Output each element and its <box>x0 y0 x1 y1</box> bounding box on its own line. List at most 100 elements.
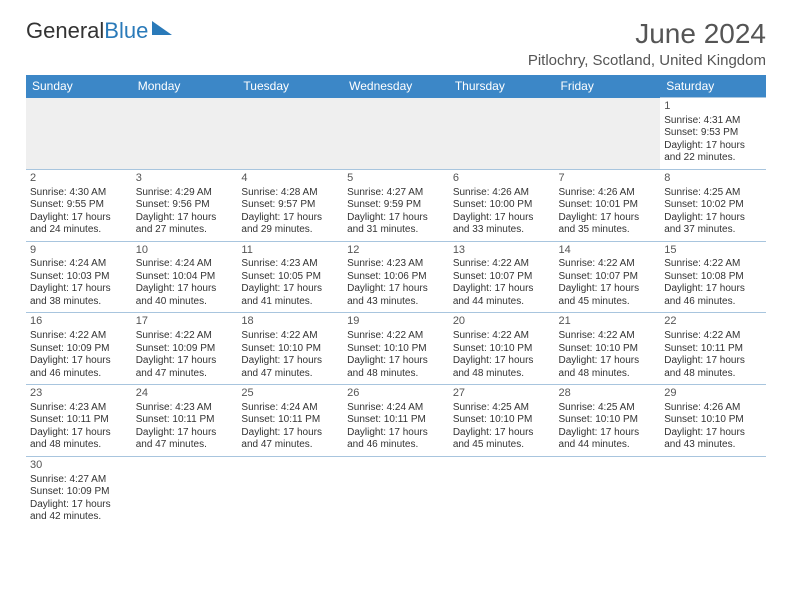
sunrise-line: Sunrise: 4:25 AM <box>559 402 657 415</box>
day-number: 10 <box>136 244 234 258</box>
sunset-line: Sunset: 10:00 PM <box>453 199 551 212</box>
day-cell: 17Sunrise: 4:22 AMSunset: 10:09 PMDaylig… <box>132 313 238 385</box>
calendar-row: 2Sunrise: 4:30 AMSunset: 9:55 PM Daylight… <box>26 169 766 241</box>
calendar-row: 9Sunrise: 4:24 AMSunset: 10:03 PMDayligh… <box>26 241 766 313</box>
sunrise-line: Sunrise: 4:22 AM <box>136 330 234 343</box>
day-number: 20 <box>453 315 551 329</box>
sunset-line: Sunset: 10:04 PM <box>136 271 234 284</box>
sunrise-line: Sunrise: 4:24 AM <box>241 402 339 415</box>
sunrise-line: Sunrise: 4:22 AM <box>453 258 551 271</box>
sunrise-line: Sunrise: 4:23 AM <box>30 402 128 415</box>
daylight-line: Daylight: 17 hours and 48 minutes. <box>559 355 657 380</box>
day-number: 12 <box>347 244 445 258</box>
sunrise-line: Sunrise: 4:22 AM <box>559 258 657 271</box>
blank-cell <box>555 456 661 527</box>
daylight-line: Daylight: 17 hours and 43 minutes. <box>664 427 762 452</box>
weekday-saturday: Saturday <box>660 75 766 98</box>
sunrise-line: Sunrise: 4:25 AM <box>453 402 551 415</box>
sunset-line: Sunset: 10:10 PM <box>664 414 762 427</box>
weekday-friday: Friday <box>555 75 661 98</box>
daylight-line: Daylight: 17 hours and 33 minutes. <box>453 212 551 237</box>
daylight-line: Daylight: 17 hours and 46 minutes. <box>664 283 762 308</box>
day-cell: 13Sunrise: 4:22 AMSunset: 10:07 PMDaylig… <box>449 241 555 313</box>
sunrise-line: Sunrise: 4:26 AM <box>453 187 551 200</box>
daylight-line: Daylight: 17 hours and 44 minutes. <box>453 283 551 308</box>
daylight-line: Daylight: 17 hours and 38 minutes. <box>30 283 128 308</box>
blank-cell <box>449 456 555 527</box>
day-cell: 7Sunrise: 4:26 AMSunset: 10:01 PMDayligh… <box>555 169 661 241</box>
sunrise-line: Sunrise: 4:24 AM <box>136 258 234 271</box>
day-number: 2 <box>30 172 128 186</box>
calendar-row: 23Sunrise: 4:23 AMSunset: 10:11 PMDaylig… <box>26 385 766 457</box>
day-cell: 22Sunrise: 4:22 AMSunset: 10:11 PMDaylig… <box>660 313 766 385</box>
day-number: 17 <box>136 315 234 329</box>
daylight-line: Daylight: 17 hours and 41 minutes. <box>241 283 339 308</box>
day-cell: 10Sunrise: 4:24 AMSunset: 10:04 PMDaylig… <box>132 241 238 313</box>
sunrise-line: Sunrise: 4:22 AM <box>30 330 128 343</box>
logo-part1: General <box>26 18 104 43</box>
sunset-line: Sunset: 10:07 PM <box>453 271 551 284</box>
blank-cell <box>343 98 449 170</box>
sunset-line: Sunset: 10:10 PM <box>453 343 551 356</box>
day-number: 9 <box>30 244 128 258</box>
day-cell: 2Sunrise: 4:30 AMSunset: 9:55 PMDaylight… <box>26 169 132 241</box>
sunrise-line: Sunrise: 4:22 AM <box>453 330 551 343</box>
calendar-row: 16Sunrise: 4:22 AMSunset: 10:09 PMDaylig… <box>26 313 766 385</box>
daylight-line: Daylight: 17 hours and 44 minutes. <box>559 427 657 452</box>
calendar-row: 1Sunrise: 4:31 AMSunset: 9:53 PMDaylight… <box>26 98 766 170</box>
day-number: 14 <box>559 244 657 258</box>
daylight-line: Daylight: 17 hours and 22 minutes. <box>664 140 762 165</box>
sunset-line: Sunset: 9:56 PM <box>136 199 234 212</box>
day-cell: 28Sunrise: 4:25 AMSunset: 10:10 PMDaylig… <box>555 385 661 457</box>
sunset-line: Sunset: 10:11 PM <box>347 414 445 427</box>
day-cell: 29Sunrise: 4:26 AMSunset: 10:10 PMDaylig… <box>660 385 766 457</box>
logo-triangle-icon <box>152 21 172 35</box>
sunset-line: Sunset: 9:55 PM <box>30 199 128 212</box>
day-cell: 26Sunrise: 4:24 AMSunset: 10:11 PMDaylig… <box>343 385 449 457</box>
calendar-row: 30Sunrise: 4:27 AMSunset: 10:09 PMDaylig… <box>26 456 766 527</box>
sunset-line: Sunset: 10:10 PM <box>559 343 657 356</box>
sunrise-line: Sunrise: 4:30 AM <box>30 187 128 200</box>
sunset-line: Sunset: 10:10 PM <box>241 343 339 356</box>
calendar-table: SundayMondayTuesdayWednesdayThursdayFrid… <box>26 75 766 528</box>
blank-cell <box>343 456 449 527</box>
day-cell: 9Sunrise: 4:24 AMSunset: 10:03 PMDayligh… <box>26 241 132 313</box>
sunrise-line: Sunrise: 4:24 AM <box>347 402 445 415</box>
sunset-line: Sunset: 10:09 PM <box>30 343 128 356</box>
daylight-line: Daylight: 17 hours and 46 minutes. <box>347 427 445 452</box>
day-cell: 3Sunrise: 4:29 AMSunset: 9:56 PMDaylight… <box>132 169 238 241</box>
day-cell: 8Sunrise: 4:25 AMSunset: 10:02 PMDayligh… <box>660 169 766 241</box>
day-cell: 30Sunrise: 4:27 AMSunset: 10:09 PMDaylig… <box>26 456 132 527</box>
sunrise-line: Sunrise: 4:29 AM <box>136 187 234 200</box>
sunset-line: Sunset: 10:10 PM <box>453 414 551 427</box>
day-cell: 1Sunrise: 4:31 AMSunset: 9:53 PMDaylight… <box>660 98 766 170</box>
day-cell: 20Sunrise: 4:22 AMSunset: 10:10 PMDaylig… <box>449 313 555 385</box>
day-number: 1 <box>664 100 762 114</box>
sunset-line: Sunset: 10:11 PM <box>136 414 234 427</box>
daylight-line: Daylight: 17 hours and 31 minutes. <box>347 212 445 237</box>
daylight-line: Daylight: 17 hours and 46 minutes. <box>30 355 128 380</box>
weekday-thursday: Thursday <box>449 75 555 98</box>
day-number: 27 <box>453 387 551 401</box>
brand-logo: GeneralBlue <box>26 18 172 44</box>
day-number: 3 <box>136 172 234 186</box>
day-cell: 23Sunrise: 4:23 AMSunset: 10:11 PMDaylig… <box>26 385 132 457</box>
day-cell: 11Sunrise: 4:23 AMSunset: 10:05 PMDaylig… <box>237 241 343 313</box>
page-header: GeneralBlue June 2024 Pitlochry, Scotlan… <box>26 18 766 69</box>
blank-cell <box>555 98 661 170</box>
sunset-line: Sunset: 10:05 PM <box>241 271 339 284</box>
day-cell: 19Sunrise: 4:22 AMSunset: 10:10 PMDaylig… <box>343 313 449 385</box>
sunset-line: Sunset: 10:09 PM <box>30 486 128 499</box>
page-subtitle: Pitlochry, Scotland, United Kingdom <box>528 52 766 69</box>
sunset-line: Sunset: 10:08 PM <box>664 271 762 284</box>
day-number: 26 <box>347 387 445 401</box>
day-cell: 27Sunrise: 4:25 AMSunset: 10:10 PMDaylig… <box>449 385 555 457</box>
day-number: 11 <box>241 244 339 258</box>
day-number: 23 <box>30 387 128 401</box>
day-cell: 6Sunrise: 4:26 AMSunset: 10:00 PMDayligh… <box>449 169 555 241</box>
daylight-line: Daylight: 17 hours and 42 minutes. <box>30 499 128 524</box>
sunset-line: Sunset: 10:06 PM <box>347 271 445 284</box>
day-cell: 15Sunrise: 4:22 AMSunset: 10:08 PMDaylig… <box>660 241 766 313</box>
daylight-line: Daylight: 17 hours and 48 minutes. <box>664 355 762 380</box>
day-number: 4 <box>241 172 339 186</box>
